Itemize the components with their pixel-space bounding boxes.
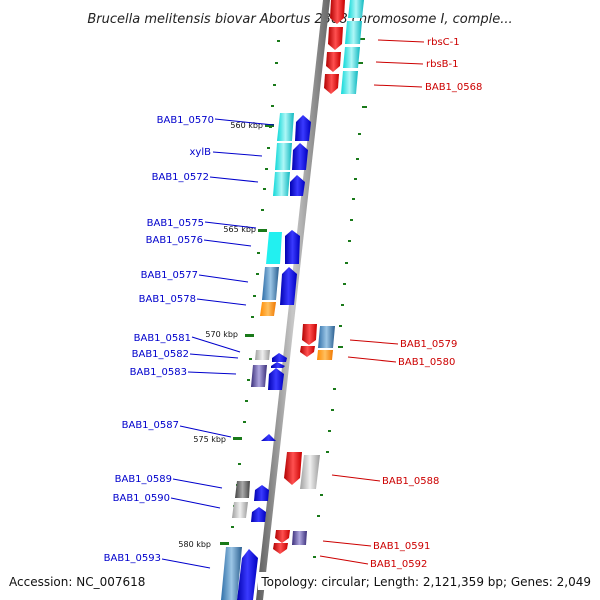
forward-strand-features	[273, 0, 364, 554]
scale-ticks: 560 kbp 565 kbp 570 kbp 575 kbp 580 kbp	[178, 38, 365, 549]
gene-block[interactable]	[348, 0, 364, 18]
gene-block[interactable]	[341, 71, 358, 94]
gene-block[interactable]	[232, 502, 248, 518]
gene-arrow[interactable]	[268, 368, 284, 390]
gene-block[interactable]	[343, 47, 360, 68]
gene-arrow[interactable]	[284, 452, 302, 485]
gene-label-BAB1_0577[interactable]: BAB1_0577	[141, 270, 198, 281]
gene-block[interactable]	[292, 531, 307, 545]
gene-arrow[interactable]	[290, 175, 305, 196]
tick-label: 575 kbp	[193, 435, 226, 444]
gene-label-BAB1_0593[interactable]: BAB1_0593	[104, 553, 161, 564]
gene-arrow[interactable]	[271, 362, 285, 368]
gene-label-BAB1_0580[interactable]: BAB1_0580	[398, 357, 455, 368]
gene-label-BAB1_0590[interactable]: BAB1_0590	[113, 493, 170, 504]
gene-block[interactable]	[345, 21, 362, 44]
gene-block[interactable]	[266, 232, 282, 264]
gene-block[interactable]	[273, 172, 290, 196]
tick-label: 580 kbp	[178, 540, 211, 549]
gene-block[interactable]	[260, 302, 276, 316]
gene-label-BAB1_0587[interactable]: BAB1_0587	[122, 420, 179, 431]
gene-label-BAB1_0575[interactable]: BAB1_0575	[147, 218, 204, 229]
map-title: Brucella melitensis biovar Abortus 2308 …	[87, 12, 512, 27]
gene-arrow[interactable]	[280, 267, 297, 305]
gene-label-rbsC-1[interactable]: rbsC-1	[427, 37, 460, 48]
reverse-strand-features	[221, 113, 311, 600]
gene-arrow[interactable]	[302, 324, 317, 345]
gene-label-BAB1_0578[interactable]: BAB1_0578	[139, 294, 196, 305]
gene-arrow[interactable]	[328, 27, 343, 50]
reverse-gene-labels: BAB1_0570 xylB BAB1_0572 BAB1_0575 BAB1_…	[104, 115, 214, 564]
gene-block[interactable]	[275, 143, 292, 170]
gene-arrow[interactable]	[254, 485, 269, 501]
gene-label-BAB1_0579[interactable]: BAB1_0579	[400, 339, 457, 350]
gene-arrow[interactable]	[273, 543, 288, 554]
gene-label-BAB1_0583[interactable]: BAB1_0583	[130, 367, 187, 378]
footer-backdrop-right	[258, 572, 594, 590]
gene-label-BAB1_0568[interactable]: BAB1_0568	[425, 82, 482, 93]
gene-block[interactable]	[221, 547, 242, 600]
gene-arrow[interactable]	[300, 346, 315, 357]
gene-label-BAB1_0589[interactable]: BAB1_0589	[115, 474, 172, 485]
gene-arrow[interactable]	[330, 0, 345, 24]
gene-arrow[interactable]	[292, 143, 308, 170]
gene-block[interactable]	[235, 481, 250, 498]
gene-block[interactable]	[262, 267, 279, 300]
forward-leaders	[319, 39, 425, 565]
gene-arrow[interactable]	[275, 530, 290, 543]
gene-block[interactable]	[300, 455, 320, 489]
gene-label-BAB1_0581[interactable]: BAB1_0581	[134, 333, 191, 344]
gene-label-BAB1_0588[interactable]: BAB1_0588	[382, 476, 439, 487]
reverse-leaders	[161, 118, 275, 569]
tick-label: 570 kbp	[205, 330, 238, 339]
gene-block[interactable]	[277, 113, 294, 141]
tick-label: 560 kbp	[230, 121, 263, 130]
gene-label-rbsB-1[interactable]: rbsB-1	[426, 59, 459, 70]
gene-label-BAB1_0592[interactable]: BAB1_0592	[370, 559, 427, 570]
gene-arrow[interactable]	[261, 434, 276, 441]
gene-block[interactable]	[251, 365, 267, 387]
genome-summary-text: Topology: circular; Length: 2,121,359 bp…	[260, 575, 591, 589]
gene-arrow[interactable]	[295, 115, 311, 141]
gene-arrow[interactable]	[237, 549, 258, 600]
tick-label: 565 kbp	[223, 225, 256, 234]
gene-block[interactable]	[317, 350, 333, 360]
footer-backdrop-left	[6, 572, 148, 590]
gene-arrow[interactable]	[285, 230, 300, 264]
gene-label-BAB1_0576[interactable]: BAB1_0576	[146, 235, 203, 246]
accession-text: Accession: NC_007618	[9, 575, 145, 589]
track-dashes	[224, 40, 367, 591]
gene-label-xylB[interactable]: xylB	[190, 147, 212, 158]
gene-label-BAB1_0572[interactable]: BAB1_0572	[152, 172, 209, 183]
forward-gene-labels: rbsC-1 rbsB-1 BAB1_0568 BAB1_0579 BAB1_0…	[370, 37, 482, 570]
gene-block[interactable]	[255, 350, 270, 360]
gene-arrow[interactable]	[272, 353, 287, 362]
gene-label-BAB1_0570[interactable]: BAB1_0570	[157, 115, 214, 126]
gene-block[interactable]	[318, 326, 335, 348]
gene-label-BAB1_0591[interactable]: BAB1_0591	[373, 541, 430, 552]
gene-arrow[interactable]	[326, 52, 341, 72]
gene-arrow[interactable]	[251, 507, 266, 522]
gene-label-BAB1_0582[interactable]: BAB1_0582	[132, 349, 189, 360]
gene-arrow[interactable]	[324, 74, 339, 94]
